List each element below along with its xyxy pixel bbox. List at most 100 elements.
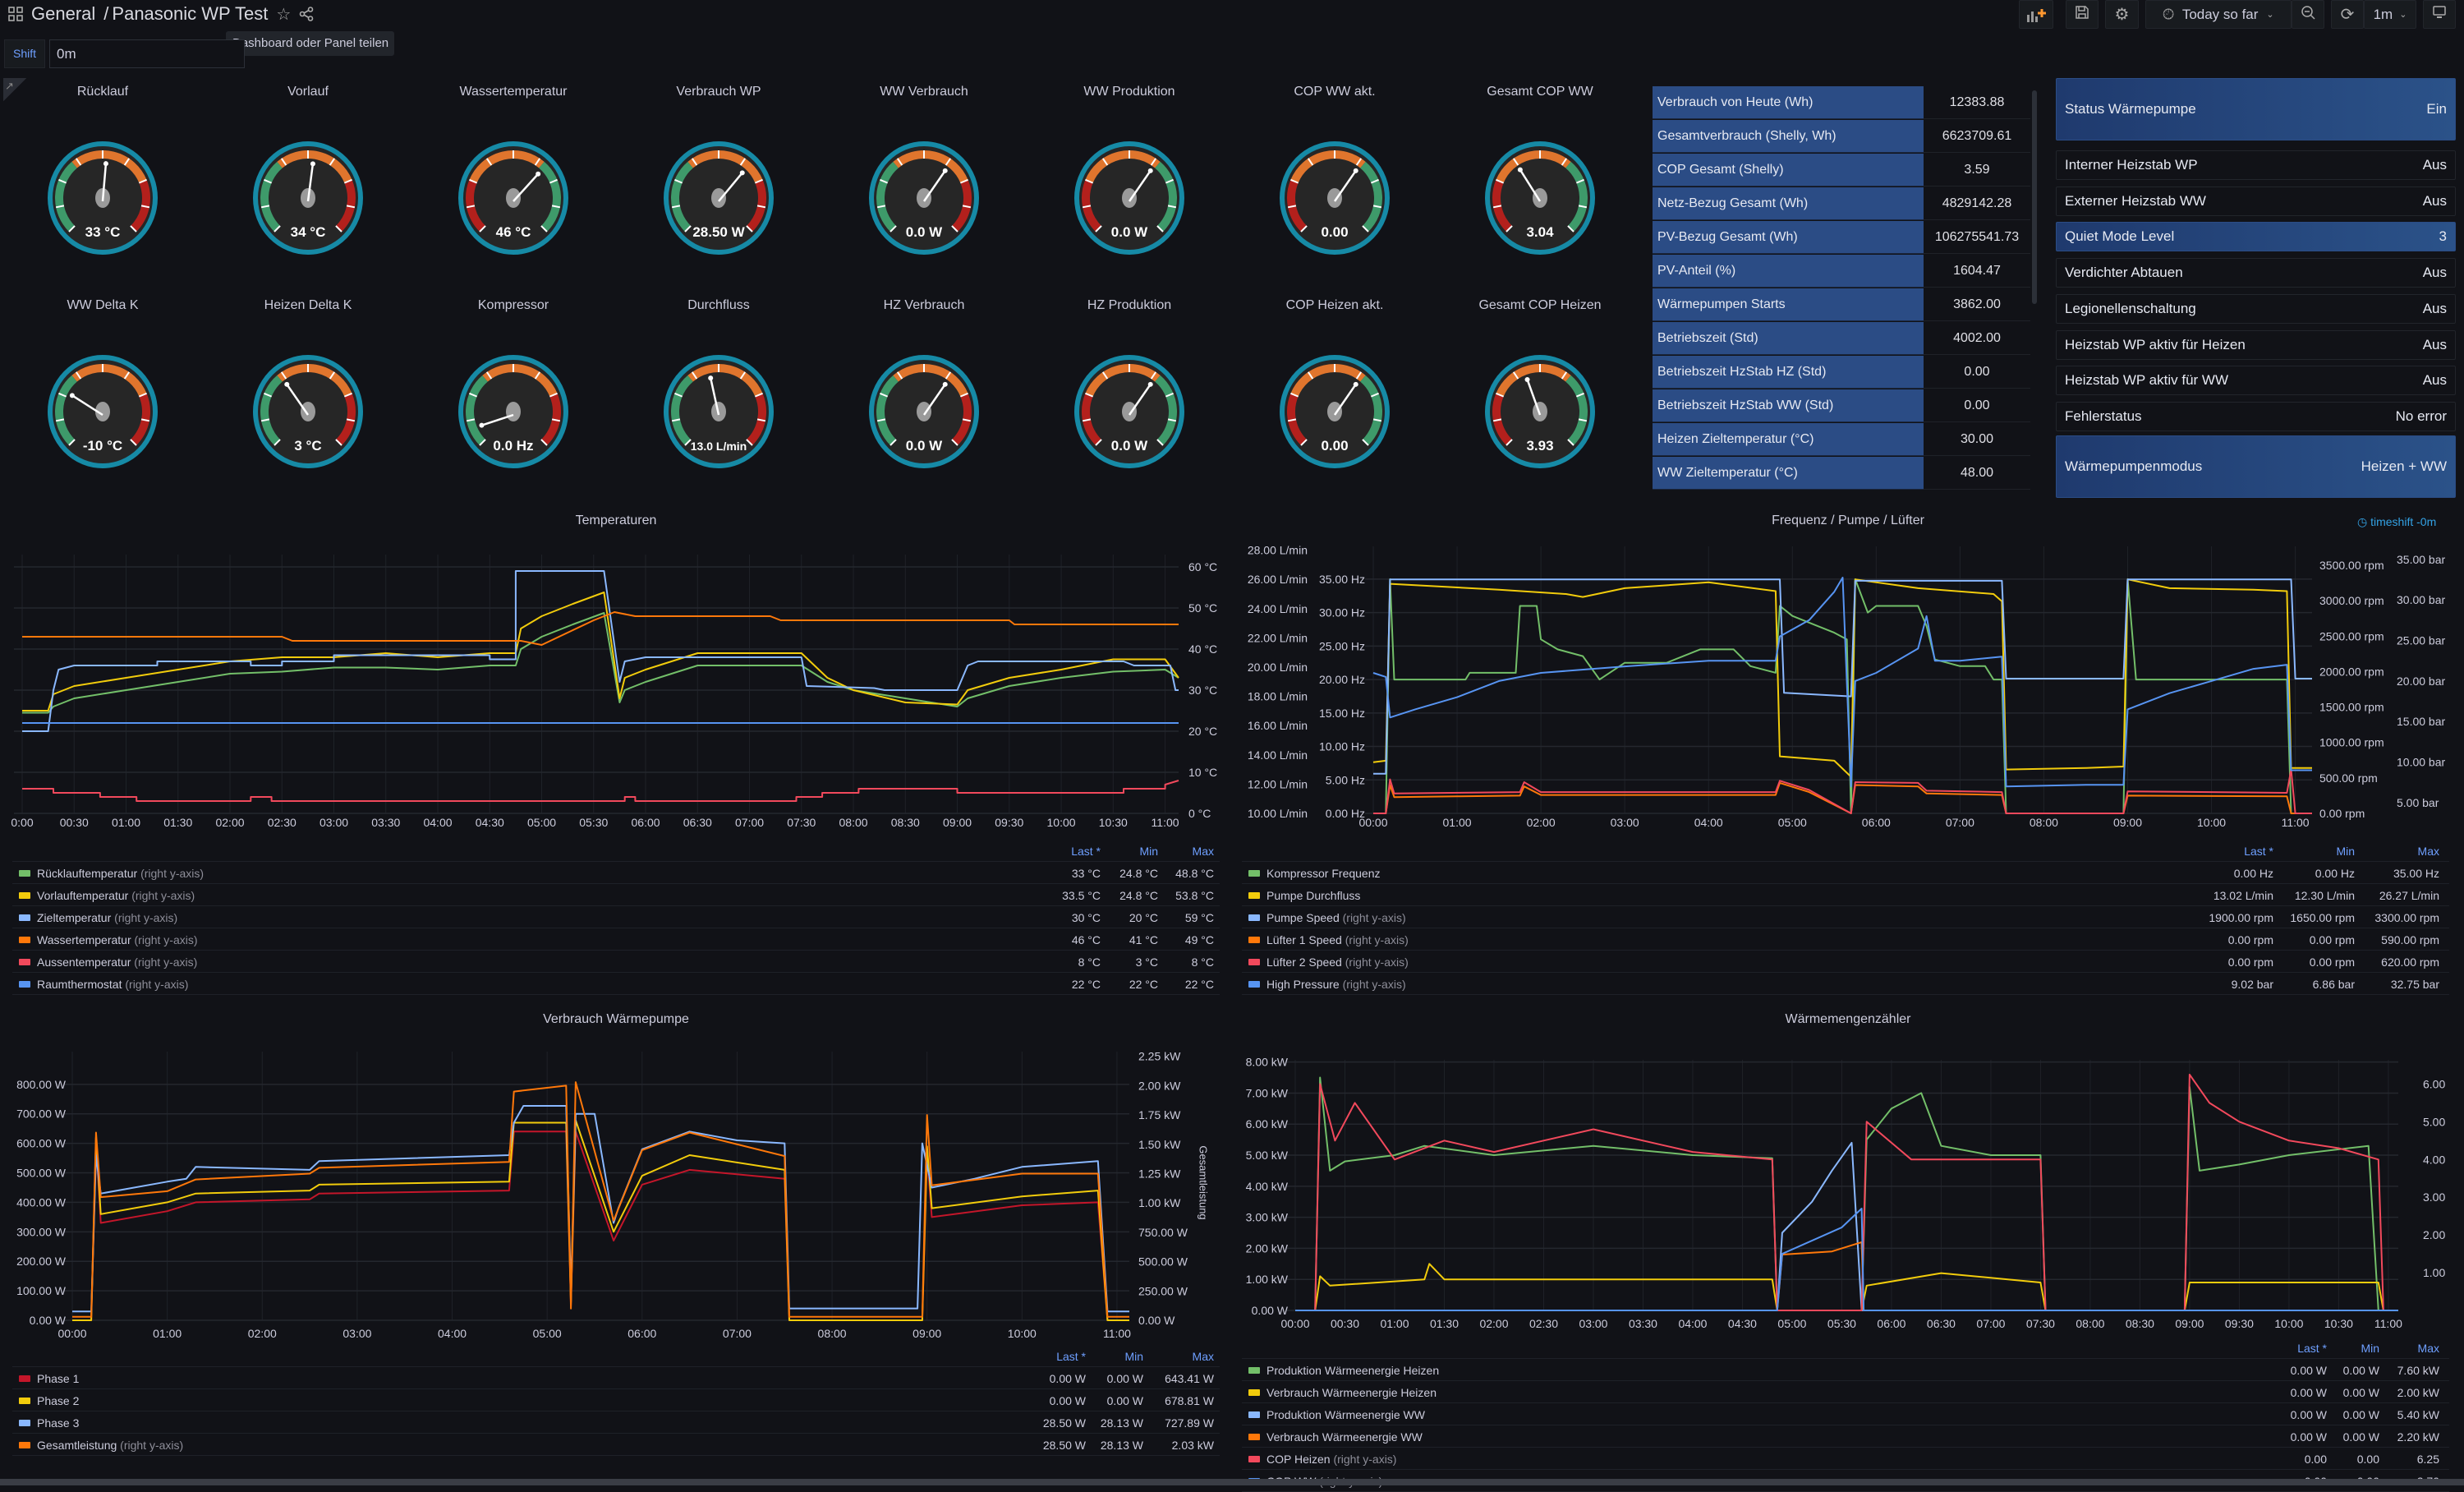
page-scrollbar[interactable]: [0, 1479, 2464, 1485]
gauge-title[interactable]: WW Produktion: [1083, 85, 1175, 99]
legend-header-min[interactable]: Min: [1139, 845, 1158, 858]
gauge-title[interactable]: Verbrauch WP: [676, 85, 761, 99]
series-line-phase-3[interactable]: [72, 1105, 1129, 1313]
gauge-tick: [1307, 371, 1314, 380]
legend-row[interactable]: Raumthermostat (right y-axis) 22 °C 22 °C 2…: [12, 973, 1220, 995]
chart-title-waermemengenzaehler[interactable]: Wärmemengenzähler: [1785, 1012, 1911, 1026]
legend-row[interactable]: Gesamtleistung (right y-axis) 28.50 W 28.1…: [12, 1434, 1220, 1456]
series-line-phase-1[interactable]: [72, 1131, 1129, 1321]
gauge-title[interactable]: HZ Verbrauch: [883, 298, 965, 312]
gauge-title[interactable]: WW Delta K: [67, 298, 139, 312]
legend-header-max[interactable]: Max: [2417, 845, 2439, 858]
legend-header-max[interactable]: Max: [2417, 1342, 2439, 1355]
refresh-interval-picker[interactable]: 1m ⌄: [2364, 0, 2416, 29]
gauge-title[interactable]: Vorlauf: [287, 85, 329, 99]
status-row: Legionellenschaltung Aus: [2056, 293, 2456, 324]
zoom-out-button[interactable]: [2292, 0, 2324, 29]
series-line-cop-heizen[interactable]: [1295, 1073, 2398, 1311]
gauge-tick: [959, 178, 968, 184]
time-range-picker[interactable]: 🕘︎ Today so far ⌄: [2145, 0, 2292, 29]
legend-row[interactable]: Vorlauftemperatur (right y-axis) 33.5 °C 2…: [12, 884, 1220, 906]
series-line-zieltemperatur[interactable]: [22, 570, 1179, 732]
gauge-title[interactable]: COP WW akt.: [1294, 85, 1376, 99]
tv-mode-button[interactable]: [2423, 0, 2456, 29]
gauge-tick: [58, 178, 67, 184]
series-line-pumpe-durchfluss[interactable]: [1372, 578, 2312, 778]
star-icon[interactable]: ☆: [276, 5, 292, 24]
series-line-wassertemperatur[interactable]: [22, 611, 1179, 646]
chart-title-frequenz[interactable]: Frequenz / Pumpe / Lüfter: [1772, 513, 1924, 527]
breadcrumb-folder[interactable]: General: [31, 3, 96, 24]
y-tick-label-temp: 50 °C: [1188, 601, 1217, 615]
legend-header-max[interactable]: Max: [1192, 1350, 1214, 1363]
legend-row[interactable]: Verbrauch Wärmeenergie WW 0.00 W 0.00 W 2.…: [1242, 1425, 2449, 1448]
x-tick-label: 11:00: [2374, 1317, 2402, 1330]
legend-header-last[interactable]: Last *: [1056, 1350, 1086, 1363]
gauge-title[interactable]: Wassertemperatur: [459, 85, 568, 99]
legend-row[interactable]: Lüfter 2 Speed (right y-axis) 0.00 rpm 0.0…: [1242, 951, 2449, 973]
dashboard-settings-button[interactable]: ⚙: [2105, 0, 2139, 29]
legend-row[interactable]: Phase 1 0.00 W 0.00 W 643.41 W: [12, 1367, 1220, 1389]
gauge-title[interactable]: COP Heizen akt.: [1285, 298, 1384, 312]
gauge-value: 0.0 W: [1111, 438, 1148, 454]
legend-row[interactable]: Produktion Wärmeenergie Heizen 0.00 W 0.0…: [1242, 1359, 2449, 1381]
legend-row[interactable]: Lüfter 1 Speed (right y-axis) 0.00 rpm 0.0…: [1242, 928, 2449, 951]
series-line-r-cklauftemperatur[interactable]: [22, 612, 1179, 714]
legend-header-last[interactable]: Last *: [2244, 845, 2273, 858]
chart-title-temperaturen[interactable]: Temperaturen: [575, 513, 657, 527]
chart-title-verbrauch[interactable]: Verbrauch Wärmepumpe: [543, 1012, 689, 1026]
stats-table-scrollbar[interactable]: [2032, 90, 2037, 304]
series-line-verbrauch-w-rmeenergie-ww[interactable]: [1295, 1241, 2398, 1311]
gauge-title[interactable]: Durchfluss: [687, 298, 750, 312]
legend-header-min[interactable]: Min: [2336, 845, 2355, 858]
legend-row[interactable]: High Pressure (right y-axis) 9.02 bar 6.86…: [1242, 973, 2449, 995]
gauge-hub: [1533, 188, 1547, 208]
legend-row[interactable]: COP Heizen (right y-axis) 0.00 0.00 6.25: [1242, 1448, 2449, 1470]
legend-row[interactable]: Wassertemperatur (right y-axis) 46 °C 41 °…: [12, 928, 1220, 951]
x-tick-label: 07:00: [1976, 1317, 2005, 1330]
refresh-button[interactable]: ⟳: [2331, 0, 2364, 29]
gauge-title[interactable]: WW Verbrauch: [880, 85, 968, 99]
legend-row[interactable]: Phase 2 0.00 W 0.00 W 678.81 W: [12, 1389, 1220, 1411]
legend-header-last[interactable]: Last *: [1071, 845, 1101, 858]
gauge-title[interactable]: Gesamt COP Heizen: [1478, 298, 1602, 312]
legend-row[interactable]: Verbrauch Wärmeenergie Heizen 0.00 W 0.00…: [1242, 1381, 2449, 1403]
gauge-title[interactable]: Heizen Delta K: [264, 298, 352, 312]
series-line-pumpe-speed[interactable]: [1373, 578, 2312, 775]
series-line-aussentemperatur[interactable]: [22, 780, 1179, 802]
series-line-gesamtleistung[interactable]: [72, 1081, 1129, 1318]
series-line-verbrauch-w-rmeenergie-heizen[interactable]: [1295, 1263, 2398, 1311]
gauge-title[interactable]: Gesamt COP WW: [1487, 85, 1593, 99]
legend-row[interactable]: Aussentemperatur (right y-axis) 8 °C 3 °C 8…: [12, 951, 1220, 973]
panel-link-icon[interactable]: ↗: [3, 78, 26, 101]
gauge-tick: [1567, 225, 1574, 233]
gauge-tick: [876, 205, 886, 209]
series-line-high-pressure[interactable]: [1372, 577, 2312, 788]
legend-row[interactable]: Pumpe Durchfluss 13.02 L/min 12.30 L/min 2…: [1242, 884, 2449, 906]
legend-row[interactable]: Phase 3 28.50 W 28.13 W 727.89 W: [12, 1411, 1220, 1434]
legend-row[interactable]: Zieltemperatur (right y-axis) 30 °C 20 °C 5…: [12, 906, 1220, 928]
series-line-produktion-w-rmeenergie-heizen[interactable]: [1295, 1076, 2398, 1311]
legend-header-min[interactable]: Min: [1124, 1350, 1143, 1363]
y-tick-label-lmin: 12.00 L/min: [1248, 777, 1308, 790]
gauge-tick: [138, 392, 147, 398]
legend-row[interactable]: Rücklauftemperatur (right y-axis) 33 °C 24…: [12, 862, 1220, 884]
legend-row[interactable]: Kompressor Frequenz 0.00 Hz 0.00 Hz 35.00 …: [1242, 862, 2449, 884]
series-line-l-fter-2-speed[interactable]: [1373, 768, 2312, 814]
add-panel-button[interactable]: [2019, 0, 2053, 29]
legend-header-min[interactable]: Min: [2361, 1342, 2379, 1355]
gauge-tick: [674, 392, 683, 398]
gauge-title[interactable]: Kompressor: [477, 298, 549, 312]
legend-header-last[interactable]: Last *: [2297, 1342, 2327, 1355]
series-line-vorlauftemperatur[interactable]: [22, 592, 1179, 711]
legend-row[interactable]: Pumpe Speed (right y-axis) 1900.00 rpm 165…: [1242, 906, 2449, 928]
shift-input[interactable]: [49, 39, 245, 68]
gauge-title[interactable]: Rücklauf: [76, 85, 129, 99]
gauge-title[interactable]: HZ Produktion: [1087, 298, 1172, 312]
save-dashboard-button[interactable]: [2066, 0, 2099, 29]
legend-header-max[interactable]: Max: [1192, 845, 1214, 858]
series-line-cop-ww[interactable]: [1295, 1208, 2398, 1311]
series-line-produktion-w-rmeenergie-ww[interactable]: [1295, 1141, 2398, 1311]
share-icon[interactable]: [299, 7, 314, 21]
legend-row[interactable]: Produktion Wärmeenergie WW 0.00 W 0.00 W 5…: [1242, 1403, 2449, 1425]
